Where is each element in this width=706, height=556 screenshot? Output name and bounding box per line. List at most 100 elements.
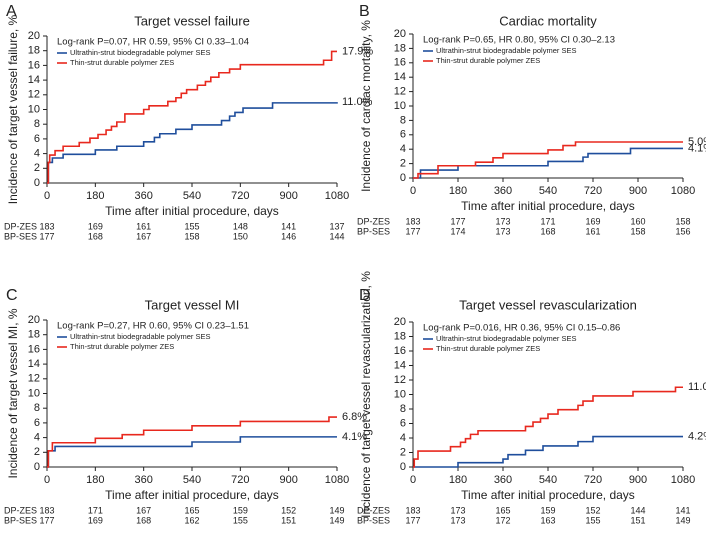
annotation: Log-rank P=0.07, HR 0.59, 95% CI 0.33–1.… (57, 37, 249, 48)
y-axis-label: Incidence of target vessel MI, % (6, 308, 20, 478)
y-tick-label: 14 (28, 74, 40, 86)
risk-value: 183 (405, 505, 420, 515)
risk-value: 149 (329, 515, 344, 525)
y-tick-label: 18 (28, 45, 40, 57)
km-curve (47, 436, 337, 468)
risk-value: 161 (136, 221, 151, 231)
x-tick-label: 180 (86, 190, 104, 202)
end-label: 11.0% (342, 96, 373, 108)
x-tick-label: 720 (584, 185, 602, 197)
y-tick-label: 10 (394, 100, 406, 112)
x-tick-label: 540 (183, 474, 201, 486)
risk-value: 173 (495, 226, 510, 236)
risk-value: 168 (88, 231, 103, 241)
risk-row-name: DP-ZES (357, 216, 390, 226)
risk-value: 159 (540, 505, 555, 515)
chart-title: Target vessel failure (134, 13, 250, 28)
risk-value: 158 (675, 216, 690, 226)
annotation: Log-rank P=0.27, HR 0.60, 95% CI 0.23–1.… (57, 321, 249, 332)
end-label: 6.8% (342, 411, 367, 423)
y-tick-label: 14 (394, 359, 406, 371)
y-tick-label: 8 (400, 114, 406, 126)
risk-value: 171 (540, 216, 555, 226)
risk-value: 177 (39, 231, 54, 241)
risk-value: 149 (675, 515, 690, 525)
x-axis-label: Time after initial procedure, days (461, 488, 635, 502)
risk-value: 141 (675, 505, 690, 515)
risk-row-name: DP-ZES (4, 505, 37, 515)
y-tick-label: 12 (394, 374, 406, 386)
risk-value: 171 (88, 505, 103, 515)
y-tick-label: 20 (394, 316, 406, 328)
risk-value: 144 (630, 505, 645, 515)
x-tick-label: 900 (279, 190, 297, 202)
end-label: 11.0% (688, 381, 706, 393)
risk-value: 156 (675, 226, 690, 236)
x-tick-label: 360 (134, 190, 152, 202)
risk-value: 152 (281, 505, 296, 515)
risk-value: 174 (450, 226, 465, 236)
x-tick-label: 1080 (325, 190, 349, 202)
y-tick-label: 6 (34, 133, 40, 145)
y-tick-label: 2 (34, 162, 40, 174)
x-tick-label: 900 (629, 474, 647, 486)
y-tick-label: 4 (34, 432, 40, 444)
y-tick-label: 20 (28, 30, 40, 42)
legend-label: Thin-strut durable polymer ZES (436, 56, 540, 65)
legend-label: Ultrathin-strut biodegradable polymer SE… (436, 334, 577, 343)
legend-label: Thin-strut durable polymer ZES (70, 342, 174, 351)
risk-value: 158 (630, 226, 645, 236)
x-tick-label: 1080 (671, 474, 695, 486)
x-tick-label: 0 (44, 474, 50, 486)
x-tick-label: 900 (279, 474, 297, 486)
risk-value: 141 (281, 221, 296, 231)
end-label: 4.1% (342, 431, 367, 443)
risk-value: 169 (88, 515, 103, 525)
y-tick-label: 6 (400, 417, 406, 429)
y-tick-label: 18 (394, 42, 406, 54)
risk-row-name: DP-ZES (357, 505, 390, 515)
y-tick-label: 10 (28, 103, 40, 115)
risk-row-name: BP-SES (4, 515, 37, 525)
risk-value: 151 (281, 515, 296, 525)
panel-letter: B (359, 3, 370, 20)
y-tick-label: 0 (34, 177, 40, 189)
y-tick-label: 10 (28, 387, 40, 399)
y-tick-label: 2 (400, 158, 406, 170)
x-tick-label: 1080 (671, 185, 695, 197)
y-tick-label: 8 (34, 118, 40, 130)
risk-value: 137 (329, 221, 344, 231)
risk-value: 161 (585, 226, 600, 236)
y-tick-label: 18 (28, 329, 40, 341)
risk-value: 183 (405, 216, 420, 226)
risk-value: 162 (184, 515, 199, 525)
x-tick-label: 180 (449, 474, 467, 486)
x-tick-label: 1080 (325, 474, 349, 486)
risk-value: 173 (450, 515, 465, 525)
x-tick-label: 540 (539, 185, 557, 197)
risk-value: 155 (184, 221, 199, 231)
end-label: 5.0% (688, 136, 706, 148)
km-curve (413, 386, 683, 468)
y-tick-label: 12 (28, 89, 40, 101)
legend-label: Thin-strut durable polymer ZES (436, 344, 540, 353)
y-tick-label: 6 (34, 417, 40, 429)
y-tick-label: 0 (400, 172, 406, 184)
x-tick-label: 720 (231, 474, 249, 486)
y-tick-label: 2 (34, 446, 40, 458)
x-tick-label: 0 (410, 185, 416, 197)
risk-value: 183 (39, 221, 54, 231)
x-tick-label: 900 (629, 185, 647, 197)
risk-value: 151 (630, 515, 645, 525)
y-tick-label: 10 (394, 388, 406, 400)
risk-value: 158 (184, 231, 199, 241)
chart-title: Cardiac mortality (499, 13, 597, 28)
risk-value: 173 (495, 216, 510, 226)
km-curve (413, 147, 683, 179)
y-tick-label: 16 (28, 59, 40, 71)
panel-letter: C (6, 287, 18, 304)
km-curve (413, 435, 683, 468)
risk-value: 165 (495, 505, 510, 515)
risk-value: 177 (39, 515, 54, 525)
